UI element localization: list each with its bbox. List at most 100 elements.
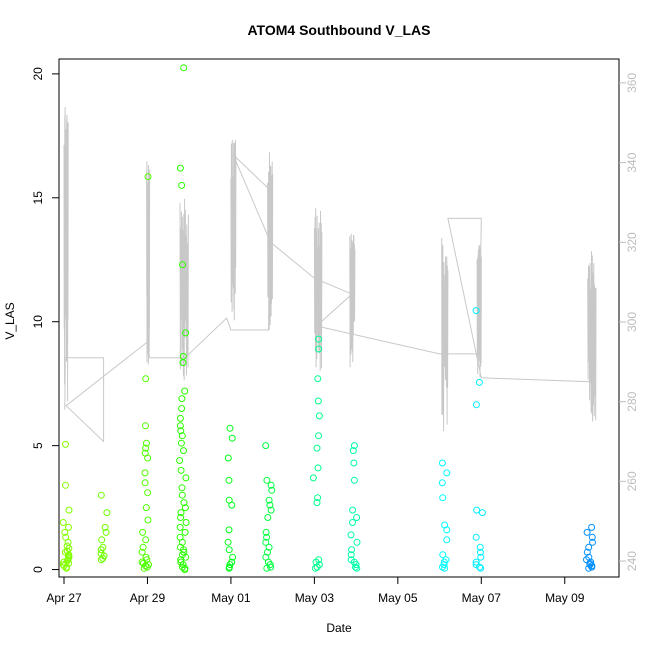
data-point (585, 564, 593, 572)
right-axis-trace-layer (63, 106, 597, 443)
data-point (60, 558, 68, 566)
data-point (349, 506, 357, 514)
data-point (176, 457, 184, 464)
y-tick-label: 5 (31, 442, 45, 449)
data-point (439, 494, 447, 502)
chart-title: ATOM4 Southbound V_LAS (247, 22, 430, 38)
data-point (225, 546, 233, 554)
data-point (229, 553, 237, 561)
y-tick-label: 15 (31, 191, 45, 205)
data-point (313, 444, 321, 452)
data-point (61, 528, 69, 536)
data-point (182, 329, 190, 337)
data-point (315, 345, 323, 353)
trace-path (64, 154, 590, 443)
y2-tick-label: 240 (625, 551, 639, 571)
y-axis: 0 5 10 15 20 (31, 67, 59, 573)
data-point (181, 387, 189, 395)
data-point (62, 440, 69, 448)
data-point (176, 414, 184, 422)
data-point (265, 496, 273, 504)
y2-tick-label: 280 (625, 391, 639, 411)
data-point (476, 563, 484, 571)
data-point (176, 422, 184, 430)
data-point (178, 491, 186, 499)
data-point (142, 504, 150, 512)
data-point (225, 476, 233, 484)
data-point (65, 506, 73, 514)
data-point (267, 506, 275, 514)
trace-burst (146, 161, 151, 365)
data-point (228, 434, 236, 442)
data-point (477, 564, 485, 572)
data-point (309, 474, 317, 482)
data-point (353, 564, 361, 572)
data-point (588, 563, 596, 571)
data-point (63, 547, 71, 555)
data-point (472, 307, 480, 315)
data-point (179, 359, 187, 367)
data-point (314, 397, 322, 405)
data-point (352, 561, 360, 569)
y-tick-label: 10 (31, 315, 45, 329)
data-point (144, 173, 152, 181)
data-point (589, 538, 596, 546)
x-tick-label: Apr 27 (46, 591, 82, 605)
data-point (443, 469, 451, 477)
data-point (65, 523, 72, 531)
data-point (181, 566, 189, 574)
data-point (180, 64, 188, 72)
data-point (267, 563, 275, 571)
data-point (176, 523, 184, 531)
data-point (59, 519, 67, 526)
data-point (178, 405, 186, 412)
data-point (176, 164, 184, 172)
data-point (348, 546, 356, 554)
data-point (180, 546, 187, 554)
data-point (473, 506, 481, 514)
data-point (349, 447, 357, 455)
data-point (439, 551, 447, 559)
data-point (475, 378, 483, 386)
y-axis-label: V_LAS (3, 302, 17, 339)
x-tick-label: May 03 (295, 591, 335, 605)
data-point (102, 528, 110, 536)
y2-tick-label: 300 (625, 312, 639, 332)
data-point (178, 432, 186, 440)
data-point (225, 564, 233, 572)
trace-burst (587, 251, 597, 422)
trace-burst (230, 139, 237, 321)
trace-burst (63, 106, 69, 402)
data-point (178, 181, 186, 189)
data-point (443, 536, 451, 544)
data-point (98, 536, 106, 544)
data-point (585, 543, 593, 551)
data-point (262, 538, 270, 546)
data-point (347, 531, 355, 539)
data-point (181, 504, 189, 512)
data-point (266, 501, 274, 509)
data-point (139, 543, 147, 551)
trace-burst (441, 237, 449, 432)
data-point (62, 481, 69, 489)
data-point (315, 412, 323, 420)
data-point (472, 401, 480, 409)
data-point (97, 556, 105, 564)
x-tick-label: May 05 (378, 591, 418, 605)
data-point (264, 548, 271, 556)
data-point (180, 447, 187, 455)
data-point (139, 528, 147, 536)
trace-burst (349, 233, 356, 368)
data-point (62, 564, 70, 572)
data-point (262, 442, 270, 450)
data-point (347, 551, 355, 559)
data-point (438, 459, 446, 467)
data-point (97, 546, 105, 554)
data-point (353, 538, 361, 546)
data-point (265, 543, 273, 551)
data-point (144, 489, 152, 497)
plot-frame (58, 58, 620, 578)
y2-tick-label: 360 (625, 73, 639, 93)
data-point (177, 514, 185, 521)
